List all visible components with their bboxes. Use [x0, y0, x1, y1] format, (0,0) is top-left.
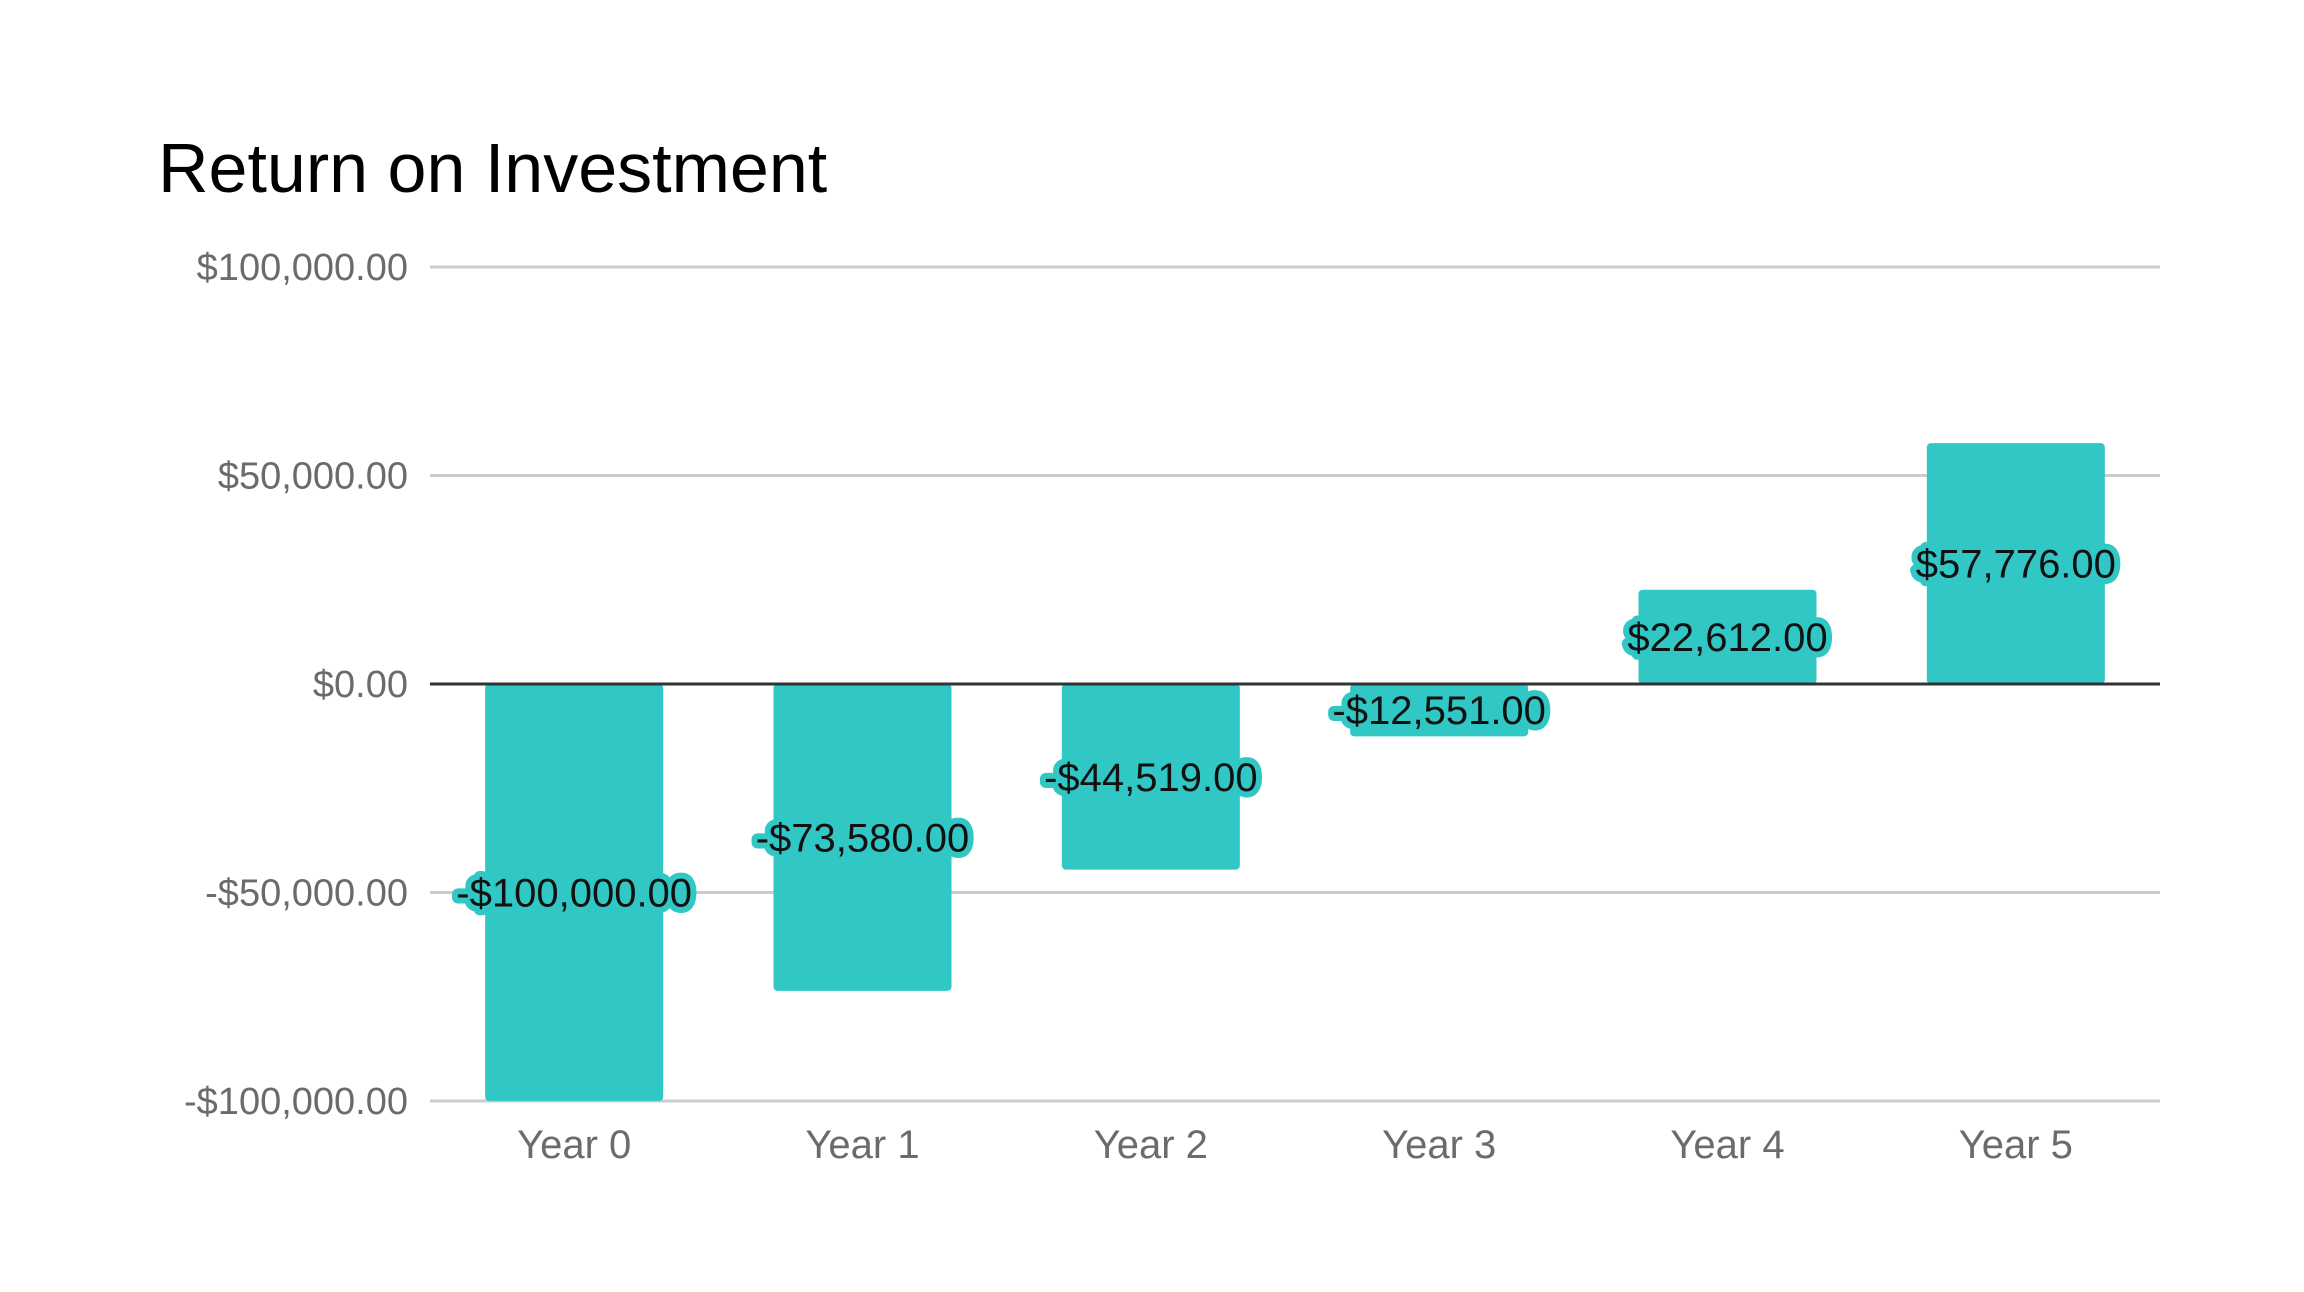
data-label: -$73,580.00: [756, 816, 970, 860]
bars: [485, 443, 2105, 1101]
x-tick-label: Year 1: [805, 1123, 919, 1167]
bar-year-0: [485, 684, 664, 1101]
gridlines: [430, 265, 2160, 1103]
bar-year-4: [1638, 589, 1817, 684]
bar-year-2: [1061, 684, 1240, 870]
x-tick-label: Year 2: [1094, 1123, 1208, 1167]
data-label: -$12,551.00: [1332, 689, 1546, 733]
y-axis-ticks: $100,000.00 $50,000.00 $0.00 -$50,000.00 -$1…: [184, 247, 408, 1123]
data-labels: -$100,000.00 -$73,580.00 -$44,519.00 -$12,5…: [450, 537, 2122, 922]
data-label: -$44,519.00: [1044, 756, 1258, 800]
data-label: $22,612.00: [1627, 616, 1827, 660]
y-tick-label: -$50,000.00: [205, 873, 408, 915]
y-tick-label: $0.00: [313, 664, 408, 706]
y-tick-label: -$100,000.00: [184, 1081, 408, 1123]
data-label: $57,776.00: [1916, 543, 2116, 587]
y-tick-label: $100,000.00: [197, 247, 408, 289]
x-axis-ticks: Year 0 Year 1 Year 2 Year 3 Year 4 Year 5: [517, 1123, 2073, 1167]
y-tick-label: $50,000.00: [218, 456, 408, 498]
chart-title: Return on Investment: [158, 129, 827, 207]
bar-year-1: [773, 684, 952, 991]
x-tick-label: Year 4: [1670, 1123, 1784, 1167]
x-tick-label: Year 0: [517, 1123, 631, 1167]
bar-year-3: [1350, 684, 1529, 737]
x-tick-label: Year 5: [1959, 1123, 2073, 1167]
x-tick-label: Year 3: [1382, 1123, 1496, 1167]
data-label: -$100,000.00: [456, 872, 692, 916]
bar-year-5: [1926, 443, 2105, 684]
